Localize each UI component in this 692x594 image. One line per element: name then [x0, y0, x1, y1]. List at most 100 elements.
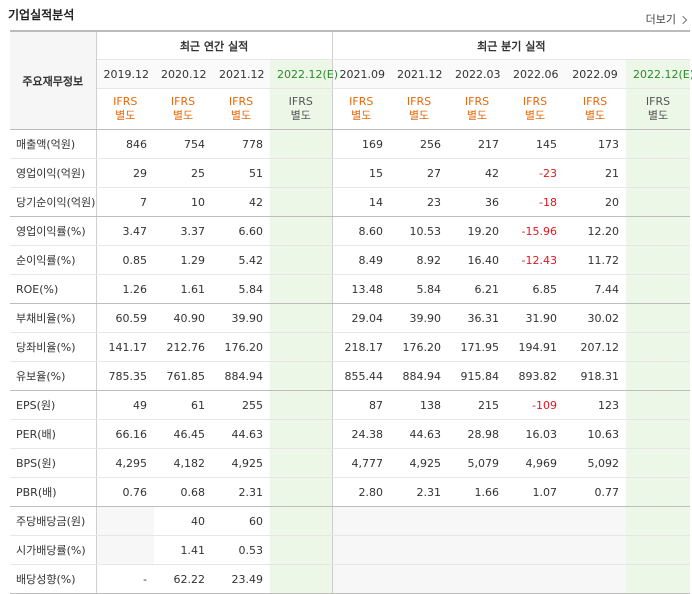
value-cell	[270, 332, 333, 362]
value-cell: 44.63	[212, 419, 270, 449]
value-cell	[626, 187, 691, 217]
value-cell	[270, 390, 333, 420]
more-link[interactable]: 더보기	[646, 11, 686, 27]
value-cell	[626, 535, 691, 565]
value-cell: 4,925	[212, 448, 270, 478]
table-row: 당기순이익(억원) 7 10 42 14 23 36 -18 20	[10, 187, 691, 217]
value-cell: 4,182	[154, 448, 212, 478]
financial-table: 주요재무정보 최근 연간 실적 최근 분기 실적 2019.12 2020.12 2…	[10, 30, 692, 594]
period-header: 2022.03	[448, 59, 507, 89]
value-cell: 4,969	[506, 448, 565, 478]
value-cell	[626, 245, 691, 275]
section-title: 기업실적분석	[8, 8, 75, 22]
row-label: BPS(원)	[10, 448, 97, 478]
value-cell: 915.84	[448, 361, 507, 391]
value-cell: 8.60	[332, 216, 391, 246]
row-label: 순이익률(%)	[10, 245, 97, 275]
value-cell: 40	[154, 506, 212, 536]
value-cell: 23	[390, 187, 449, 217]
ifrs-separate: 별도	[584, 109, 606, 122]
value-cell: 194.91	[506, 332, 565, 362]
ifrs-label: IFRS 별도	[448, 88, 507, 130]
value-cell	[96, 535, 154, 565]
value-cell: 5,092	[564, 448, 627, 478]
ifrs-separate: 별도	[230, 109, 252, 122]
value-cell: 23.49	[212, 564, 270, 594]
value-cell	[270, 448, 333, 478]
row-label: EPS(원)	[10, 390, 97, 420]
value-cell	[626, 158, 691, 188]
value-cell: 855.44	[332, 361, 391, 391]
value-cell: 1.07	[506, 477, 565, 507]
period-header: 2021.09	[332, 59, 391, 89]
value-cell: 19.20	[448, 216, 507, 246]
value-cell: 169	[332, 129, 391, 159]
ifrs-standard: IFRS	[522, 95, 548, 108]
value-cell: 884.94	[212, 361, 270, 391]
row-label: 시가배당률(%)	[10, 535, 97, 565]
value-cell: 29.04	[332, 303, 391, 333]
value-cell: 16.40	[448, 245, 507, 275]
table-row: 순이익률(%) 0.85 1.29 5.42 8.49 8.92 16.40 -12.43 11…	[10, 245, 691, 275]
value-cell	[626, 303, 691, 333]
value-cell	[564, 564, 627, 594]
value-cell: 8.49	[332, 245, 391, 275]
ifrs-label: IFRS 별도	[564, 88, 627, 130]
value-cell	[270, 129, 333, 159]
value-cell: 7.44	[564, 274, 627, 304]
ifrs-label: IFRS 별도	[212, 88, 270, 130]
value-cell: 51	[212, 158, 270, 188]
value-cell	[332, 564, 391, 594]
value-cell: 40.90	[154, 303, 212, 333]
table-row: PBR(배) 0.76 0.68 2.31 2.80 2.31 1.66 1.07 0.77	[10, 477, 691, 507]
value-cell: 62.22	[154, 564, 212, 594]
value-cell: 27	[390, 158, 449, 188]
value-cell: -109	[506, 390, 565, 420]
value-cell: 0.85	[96, 245, 154, 275]
value-cell: 3.47	[96, 216, 154, 246]
value-cell: 39.90	[212, 303, 270, 333]
value-cell: 173	[564, 129, 627, 159]
value-cell: 171.95	[448, 332, 507, 362]
value-cell	[506, 564, 565, 594]
value-cell	[626, 564, 691, 594]
value-cell: 5.84	[390, 274, 449, 304]
period-header: 2022.12(E)	[270, 59, 338, 89]
value-cell	[626, 390, 691, 420]
value-cell	[332, 506, 391, 536]
ifrs-separate: 별도	[466, 109, 488, 122]
value-cell: 14	[332, 187, 391, 217]
period-header: 2022.09	[564, 59, 627, 89]
table-row: 시가배당률(%) 1.41 0.53	[10, 535, 691, 565]
ifrs-standard: IFRS	[464, 95, 490, 108]
value-cell: 0.53	[212, 535, 270, 565]
ifrs-standard: IFRS	[349, 95, 374, 108]
value-cell: 8.92	[390, 245, 449, 275]
value-cell: 39.90	[390, 303, 449, 333]
value-cell: 2.80	[332, 477, 391, 507]
value-cell	[270, 477, 333, 507]
value-cell	[626, 332, 691, 362]
value-cell: 16.03	[506, 419, 565, 449]
value-cell: -18	[506, 187, 565, 217]
value-cell	[390, 535, 449, 565]
value-cell: 778	[212, 129, 270, 159]
row-label: ROE(%)	[10, 274, 97, 304]
annual-header: 최근 연간 실적	[96, 30, 333, 60]
table-row: 주당배당금(원) 40 60	[10, 506, 691, 536]
value-cell	[626, 506, 691, 536]
value-cell	[270, 187, 333, 217]
period-header: 2021.12	[212, 59, 270, 89]
value-cell	[564, 535, 627, 565]
table-row: 매출액(억원) 846 754 778 169 256 217 145 173	[10, 129, 691, 159]
value-cell: 138	[390, 390, 449, 420]
value-cell: 60	[212, 506, 270, 536]
table-row: EPS(원) 49 61 255 87 138 215 -109 123	[10, 390, 691, 420]
value-cell: 4,295	[96, 448, 154, 478]
ifrs-label: IFRS 별도	[332, 88, 391, 130]
value-cell	[626, 274, 691, 304]
value-cell: 176.20	[212, 332, 270, 362]
value-cell: 6.60	[212, 216, 270, 246]
period-header: 2021.12	[390, 59, 449, 89]
period-header: 2020.12	[154, 59, 212, 89]
